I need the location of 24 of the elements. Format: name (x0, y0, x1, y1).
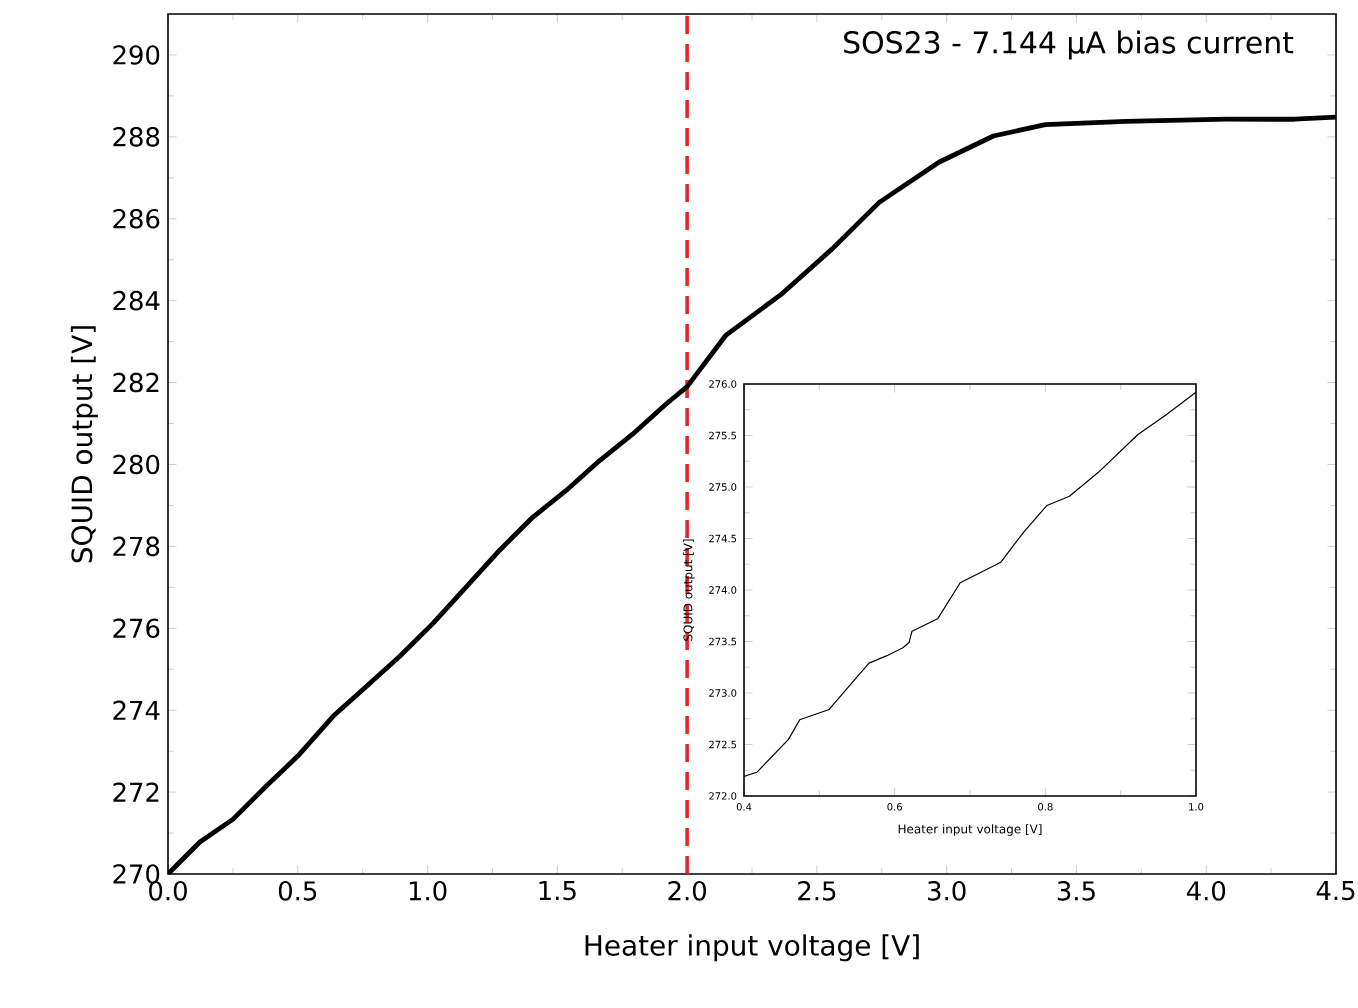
y-tick-label: 276 (113, 618, 160, 639)
y-tick-label: 286 (113, 208, 160, 229)
y-tick-label: 274 (113, 700, 160, 720)
x-tick-label: 4.5 (1316, 881, 1355, 901)
x-tick-label: 0.0 (149, 881, 187, 901)
y-tick-label: 282 (113, 372, 159, 393)
x-tick-label: 2.0 (668, 881, 706, 901)
x-tick-label: 4.0 (1186, 881, 1226, 901)
y-tick-label: 290 (113, 45, 160, 65)
x-axis-title: Heater input voltage [V] (585, 934, 919, 962)
y-tick-label: 284 (113, 290, 160, 311)
text: SOS23 - 7.144 μA bias current (844, 30, 1294, 60)
x-tick-label: 3.5 (1057, 881, 1095, 901)
y-tick-label: 288 (113, 127, 160, 147)
x-tick-label: 1.5 (539, 881, 576, 901)
y-tick-label: 270 (113, 864, 160, 884)
x-tick-label: 3.0 (928, 881, 966, 901)
y-tick-label: 272 (113, 782, 159, 802)
y-tick-label: 278 (113, 536, 160, 557)
x-tick-label: 1.0 (409, 881, 447, 901)
x-tick-label: 2.5 (798, 881, 836, 901)
y-axis-title: SQUID output [V] (70, 326, 98, 563)
y-tick-label: 280 (113, 454, 160, 475)
x-tick-label: 0.5 (278, 881, 317, 901)
